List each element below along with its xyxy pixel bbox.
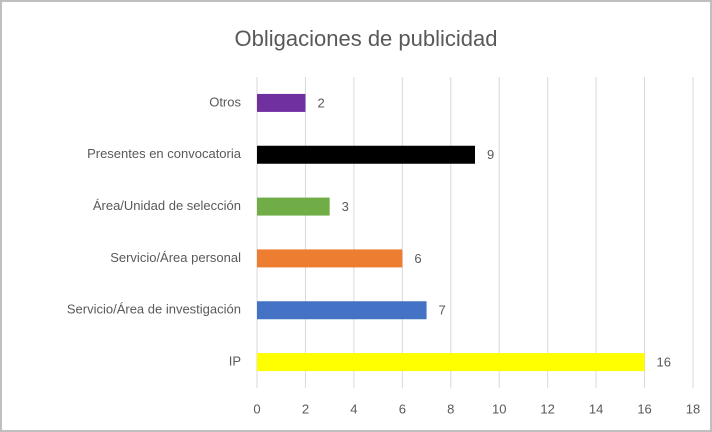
data-label: 9 xyxy=(487,147,494,162)
data-label: 16 xyxy=(657,355,671,370)
data-label: 3 xyxy=(342,199,349,214)
x-tick-label: 18 xyxy=(686,401,700,416)
bar xyxy=(257,301,427,320)
y-tick-label: IP xyxy=(229,354,241,369)
bar xyxy=(257,145,475,164)
bar xyxy=(257,353,645,372)
bar xyxy=(257,93,306,112)
bar xyxy=(257,249,403,268)
x-tick-label: 8 xyxy=(447,401,454,416)
x-tick-label: 10 xyxy=(492,401,506,416)
data-label: 6 xyxy=(414,251,421,266)
x-tick-label: 2 xyxy=(302,401,309,416)
x-tick-label: 14 xyxy=(589,401,603,416)
y-tick-label: Presentes en convocatoria xyxy=(87,146,242,161)
y-tick-label: Otros xyxy=(209,94,241,109)
x-tick-label: 16 xyxy=(637,401,651,416)
y-tick-label: Servicio/Área personal xyxy=(110,250,241,265)
chart-title: Obligaciones de publicidad xyxy=(235,26,498,51)
x-tick-label: 4 xyxy=(350,401,357,416)
x-tick-label: 0 xyxy=(253,401,260,416)
x-tick-label: 6 xyxy=(399,401,406,416)
data-label: 7 xyxy=(439,303,446,318)
x-tick-label: 12 xyxy=(540,401,554,416)
data-label: 2 xyxy=(317,95,324,110)
bar xyxy=(257,197,330,216)
y-tick-label: Área/Unidad de selección xyxy=(93,198,241,213)
y-tick-label: Servicio/Área de investigación xyxy=(67,302,241,317)
